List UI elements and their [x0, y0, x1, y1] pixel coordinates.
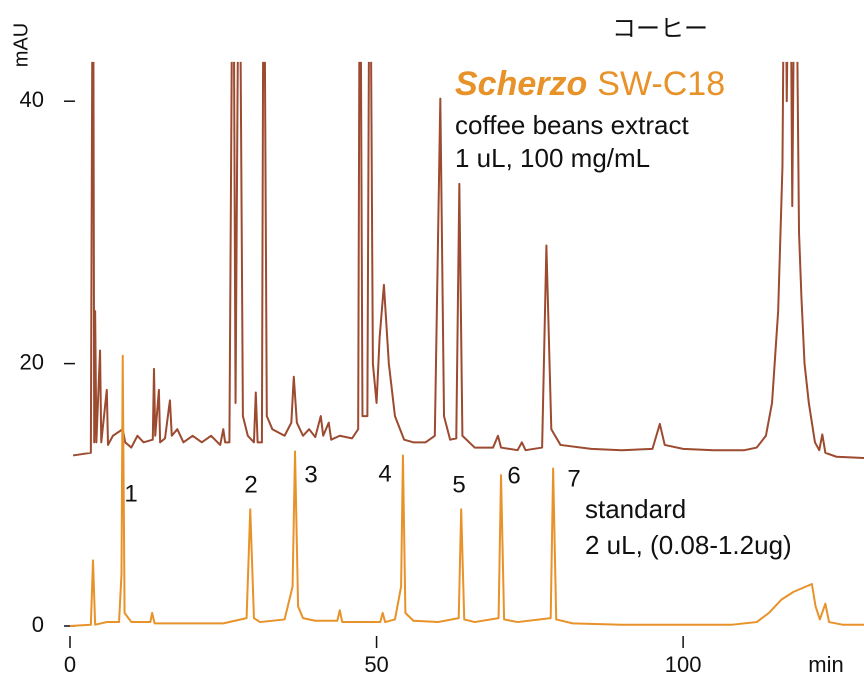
peak-label: 4 [378, 460, 391, 487]
x-tick-label: 0 [64, 652, 76, 677]
series-label: coffee beans extract [455, 110, 689, 140]
x-axis-label: min [808, 652, 843, 677]
chromatogram-line [72, 61, 864, 460]
chart-title: コーヒー [612, 15, 708, 42]
peak-label: 5 [452, 471, 465, 498]
peak-label: 3 [304, 461, 317, 488]
peak-label: 1 [124, 480, 137, 507]
column-label: Scherzo SW-C18 [455, 65, 725, 103]
y-tick-label: 0 [32, 612, 44, 637]
peak-label: 2 [244, 471, 257, 498]
x-tick-label: 50 [364, 652, 388, 677]
column-model: SW-C18 [597, 65, 725, 103]
peak-label: 6 [507, 462, 520, 489]
x-tick-label: 100 [665, 652, 702, 677]
y-tick-label: 40 [20, 87, 44, 112]
series-label: standard [585, 494, 686, 524]
series-note: 2 uL, (0.08-1.2ug) [585, 530, 792, 560]
series-note: 1 uL, 100 mg/mL [455, 143, 650, 173]
y-axis-label: mAU [10, 23, 32, 67]
y-tick-label: 20 [20, 349, 44, 374]
chromatogram-line [69, 354, 864, 627]
peak-label: 7 [567, 465, 580, 492]
column-brand: Scherzo [455, 65, 587, 103]
